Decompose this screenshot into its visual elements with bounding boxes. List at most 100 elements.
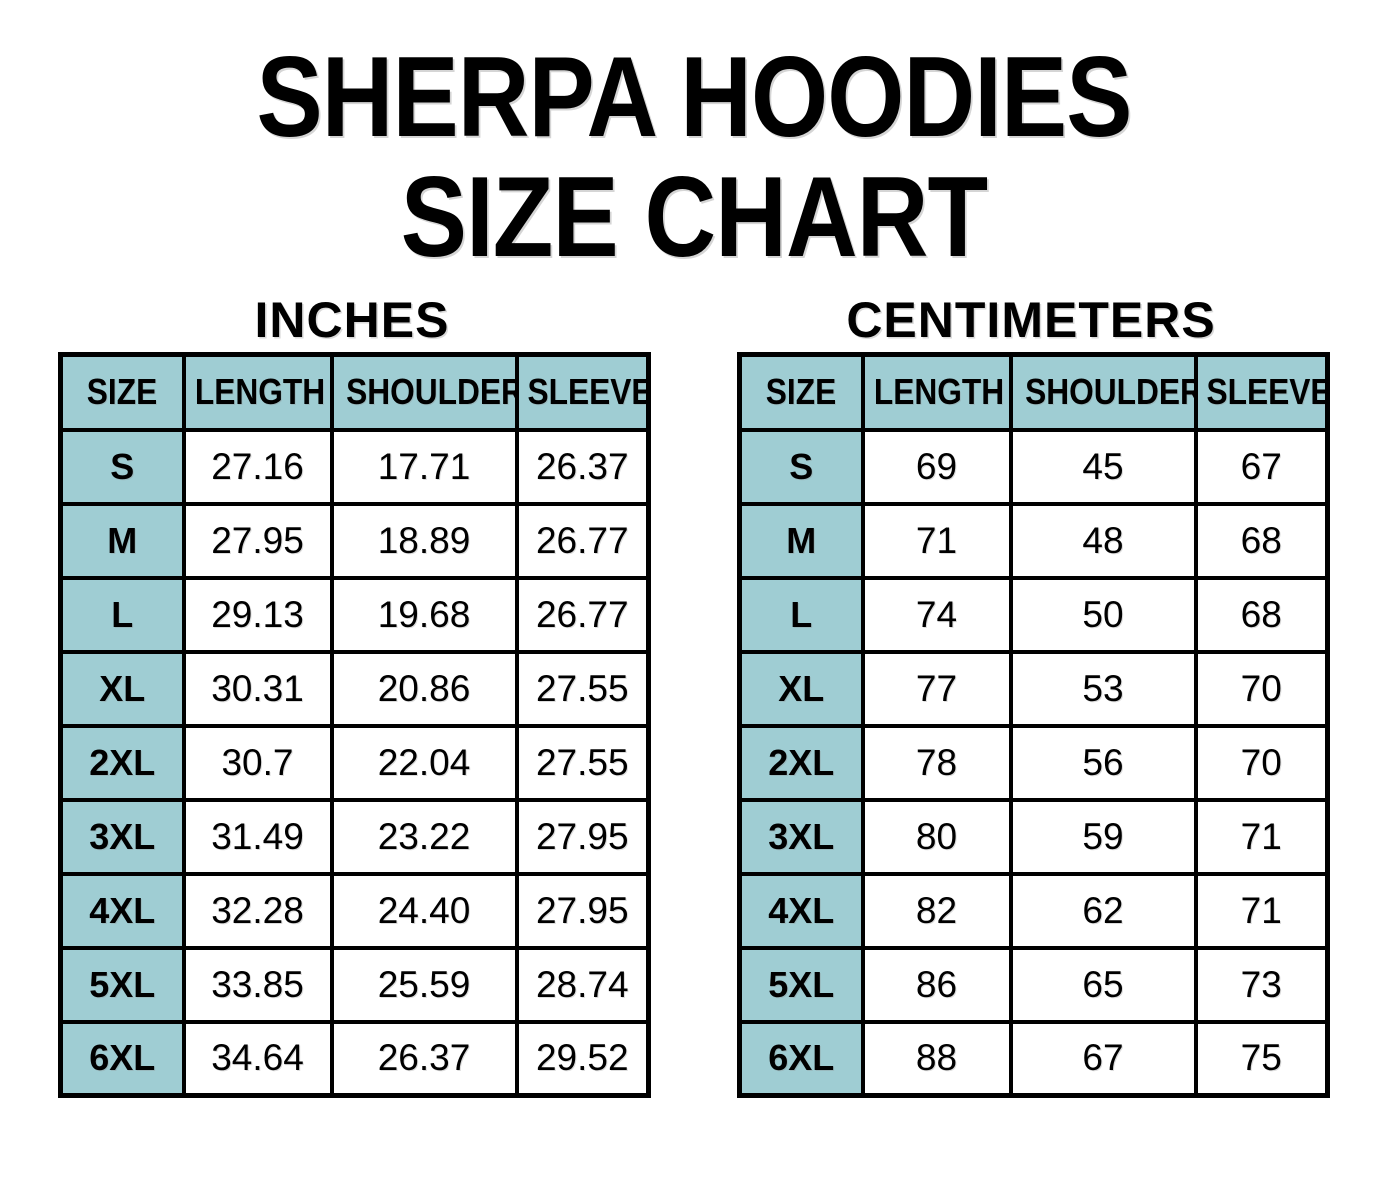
value-cell: 30.31 xyxy=(181,649,334,728)
value-cell: 80 xyxy=(860,797,1013,876)
table-title-centimeters: CENTIMETERS xyxy=(846,292,1216,348)
value-cell: 48 xyxy=(1008,501,1198,580)
header-row: SIZE LENGTH SHOULDER SLEEVE xyxy=(737,352,1330,432)
header-cell: SIZE xyxy=(58,352,186,432)
table-row: XL 30.31 20.86 27.55 xyxy=(58,649,651,728)
value-cell: 86 xyxy=(860,945,1013,1024)
value-cell: 30.7 xyxy=(181,723,334,802)
page-title-line-1: SHERPA HOODIES xyxy=(256,34,1132,161)
table-row: 4XL 82 62 71 xyxy=(737,871,1330,950)
size-cell: 4XL xyxy=(737,871,865,950)
size-cell: S xyxy=(58,427,186,506)
table-row: 5XL 33.85 25.59 28.74 xyxy=(58,945,651,1024)
value-cell: 71 xyxy=(1193,871,1330,950)
value-cell: 69 xyxy=(860,427,1013,506)
table-row: 6XL 34.64 26.37 29.52 xyxy=(58,1019,651,1098)
page-title: SHERPA HOODIES SIZE CHART xyxy=(0,0,1388,278)
size-cell: XL xyxy=(737,649,865,728)
size-table-inches-section: INCHES SIZE LENGTH SHOULDER SLEEVE S 27.16 17.… xyxy=(58,292,651,1098)
table-row: S 69 45 67 xyxy=(737,427,1330,506)
value-cell: 31.49 xyxy=(181,797,334,876)
size-cell: 2XL xyxy=(737,723,865,802)
header-cell: SHOULDER xyxy=(1008,352,1198,432)
header-cell: LENGTH xyxy=(860,352,1013,432)
value-cell: 22.04 xyxy=(329,723,519,802)
table-row: 2XL 78 56 70 xyxy=(737,723,1330,802)
value-cell: 71 xyxy=(1193,797,1330,876)
header-cell: SIZE xyxy=(737,352,865,432)
size-cell: 4XL xyxy=(58,871,186,950)
value-cell: 62 xyxy=(1008,871,1198,950)
header-cell: SHOULDER xyxy=(329,352,519,432)
tables-row: INCHES SIZE LENGTH SHOULDER SLEEVE S 27.16 17.… xyxy=(0,294,1388,1098)
page-title-line-2: SIZE CHART xyxy=(400,154,988,281)
size-cell: L xyxy=(737,575,865,654)
size-cell: 6XL xyxy=(737,1019,865,1098)
value-cell: 29.13 xyxy=(181,575,334,654)
table-row: 5XL 86 65 73 xyxy=(737,945,1330,1024)
size-cell: S xyxy=(737,427,865,506)
value-cell: 20.86 xyxy=(329,649,519,728)
value-cell: 53 xyxy=(1008,649,1198,728)
table-row: 2XL 30.7 22.04 27.55 xyxy=(58,723,651,802)
table-title-inches: INCHES xyxy=(254,292,450,348)
table-row: M 71 48 68 xyxy=(737,501,1330,580)
value-cell: 27.95 xyxy=(514,871,651,950)
size-cell: 2XL xyxy=(58,723,186,802)
size-cell: 3XL xyxy=(737,797,865,876)
value-cell: 27.95 xyxy=(514,797,651,876)
size-cell: M xyxy=(58,501,186,580)
value-cell: 18.89 xyxy=(329,501,519,580)
value-cell: 29.52 xyxy=(514,1019,651,1098)
value-cell: 68 xyxy=(1193,575,1330,654)
value-cell: 27.95 xyxy=(181,501,334,580)
size-cell: 5XL xyxy=(58,945,186,1024)
value-cell: 65 xyxy=(1008,945,1198,1024)
value-cell: 77 xyxy=(860,649,1013,728)
value-cell: 59 xyxy=(1008,797,1198,876)
header-cell: SLEEVE xyxy=(1193,352,1330,432)
size-cell: M xyxy=(737,501,865,580)
value-cell: 45 xyxy=(1008,427,1198,506)
header-row: SIZE LENGTH SHOULDER SLEEVE xyxy=(58,352,651,432)
header-cell: LENGTH xyxy=(181,352,334,432)
table-row: S 27.16 17.71 26.37 xyxy=(58,427,651,506)
table-row: M 27.95 18.89 26.77 xyxy=(58,501,651,580)
table-row: XL 77 53 70 xyxy=(737,649,1330,728)
value-cell: 70 xyxy=(1193,723,1330,802)
value-cell: 26.77 xyxy=(514,501,651,580)
value-cell: 28.74 xyxy=(514,945,651,1024)
table-row: 3XL 31.49 23.22 27.95 xyxy=(58,797,651,876)
table-row: L 29.13 19.68 26.77 xyxy=(58,575,651,654)
value-cell: 17.71 xyxy=(329,427,519,506)
size-table-inches: SIZE LENGTH SHOULDER SLEEVE S 27.16 17.71 26.37… xyxy=(58,352,651,1098)
value-cell: 74 xyxy=(860,575,1013,654)
value-cell: 26.37 xyxy=(329,1019,519,1098)
size-table-centimeters: SIZE LENGTH SHOULDER SLEEVE S 69 45 67 M 71 48 68 L 7… xyxy=(737,352,1330,1098)
value-cell: 26.77 xyxy=(514,575,651,654)
value-cell: 68 xyxy=(1193,501,1330,580)
value-cell: 27.55 xyxy=(514,723,651,802)
value-cell: 67 xyxy=(1008,1019,1198,1098)
size-cell: 5XL xyxy=(737,945,865,1024)
value-cell: 56 xyxy=(1008,723,1198,802)
table-row: 6XL 88 67 75 xyxy=(737,1019,1330,1098)
value-cell: 26.37 xyxy=(514,427,651,506)
value-cell: 19.68 xyxy=(329,575,519,654)
table-row: 4XL 32.28 24.40 27.95 xyxy=(58,871,651,950)
value-cell: 82 xyxy=(860,871,1013,950)
value-cell: 70 xyxy=(1193,649,1330,728)
value-cell: 67 xyxy=(1193,427,1330,506)
size-cell: 6XL xyxy=(58,1019,186,1098)
value-cell: 73 xyxy=(1193,945,1330,1024)
size-cell: XL xyxy=(58,649,186,728)
value-cell: 34.64 xyxy=(181,1019,334,1098)
size-table-centimeters-section: CENTIMETERS SIZE LENGTH SHOULDER SLEEVE S 69 4… xyxy=(737,292,1330,1098)
value-cell: 71 xyxy=(860,501,1013,580)
value-cell: 33.85 xyxy=(181,945,334,1024)
value-cell: 27.55 xyxy=(514,649,651,728)
value-cell: 27.16 xyxy=(181,427,334,506)
value-cell: 24.40 xyxy=(329,871,519,950)
table-row: 3XL 80 59 71 xyxy=(737,797,1330,876)
value-cell: 78 xyxy=(860,723,1013,802)
